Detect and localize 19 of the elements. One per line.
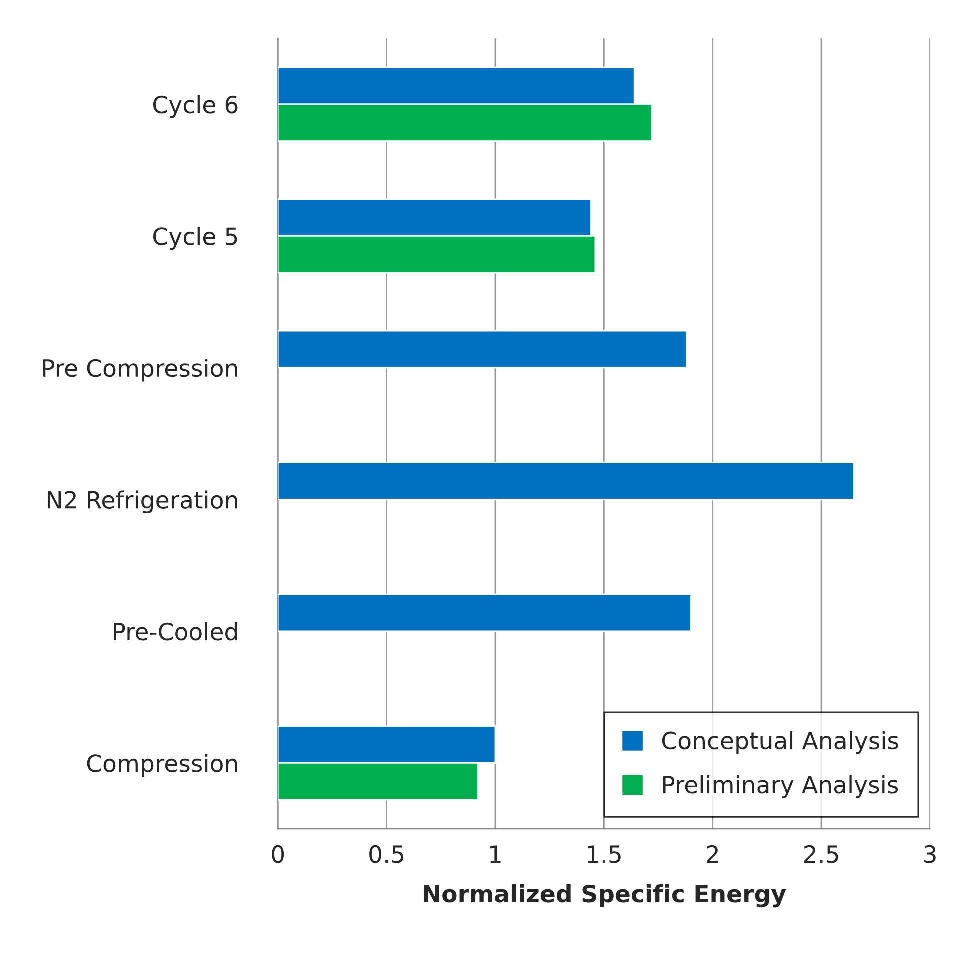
y-tick-label: Cycle 5: [153, 227, 238, 250]
bar: [278, 330, 688, 369]
y-tick-label: Compression: [87, 754, 238, 778]
y-tick-label: Pre-Cooled: [114, 622, 238, 641]
x-tick-label: 1.5: [588, 846, 621, 864]
x-tick-label: 0: [272, 845, 284, 864]
x-axis-title: Normalized Specific Energy: [424, 884, 786, 908]
x-tick-label: 0.5: [370, 845, 404, 864]
x-tick-label: 2: [707, 845, 718, 863]
y-tick-label: Cycle 6: [153, 95, 238, 118]
x-tick-label: 2.5: [804, 845, 838, 864]
y-tick-label: N2 Refrigeration: [48, 490, 238, 514]
legend-label: Preliminary Analysis: [663, 775, 898, 798]
bar: [278, 594, 692, 632]
y-tick-label: Pre Compression: [43, 358, 238, 382]
x-tick-label: 3: [924, 845, 936, 864]
legend-label: Conceptual Analysis: [662, 731, 898, 754]
x-tick-label: 1: [490, 846, 501, 863]
bar: [278, 462, 855, 500]
